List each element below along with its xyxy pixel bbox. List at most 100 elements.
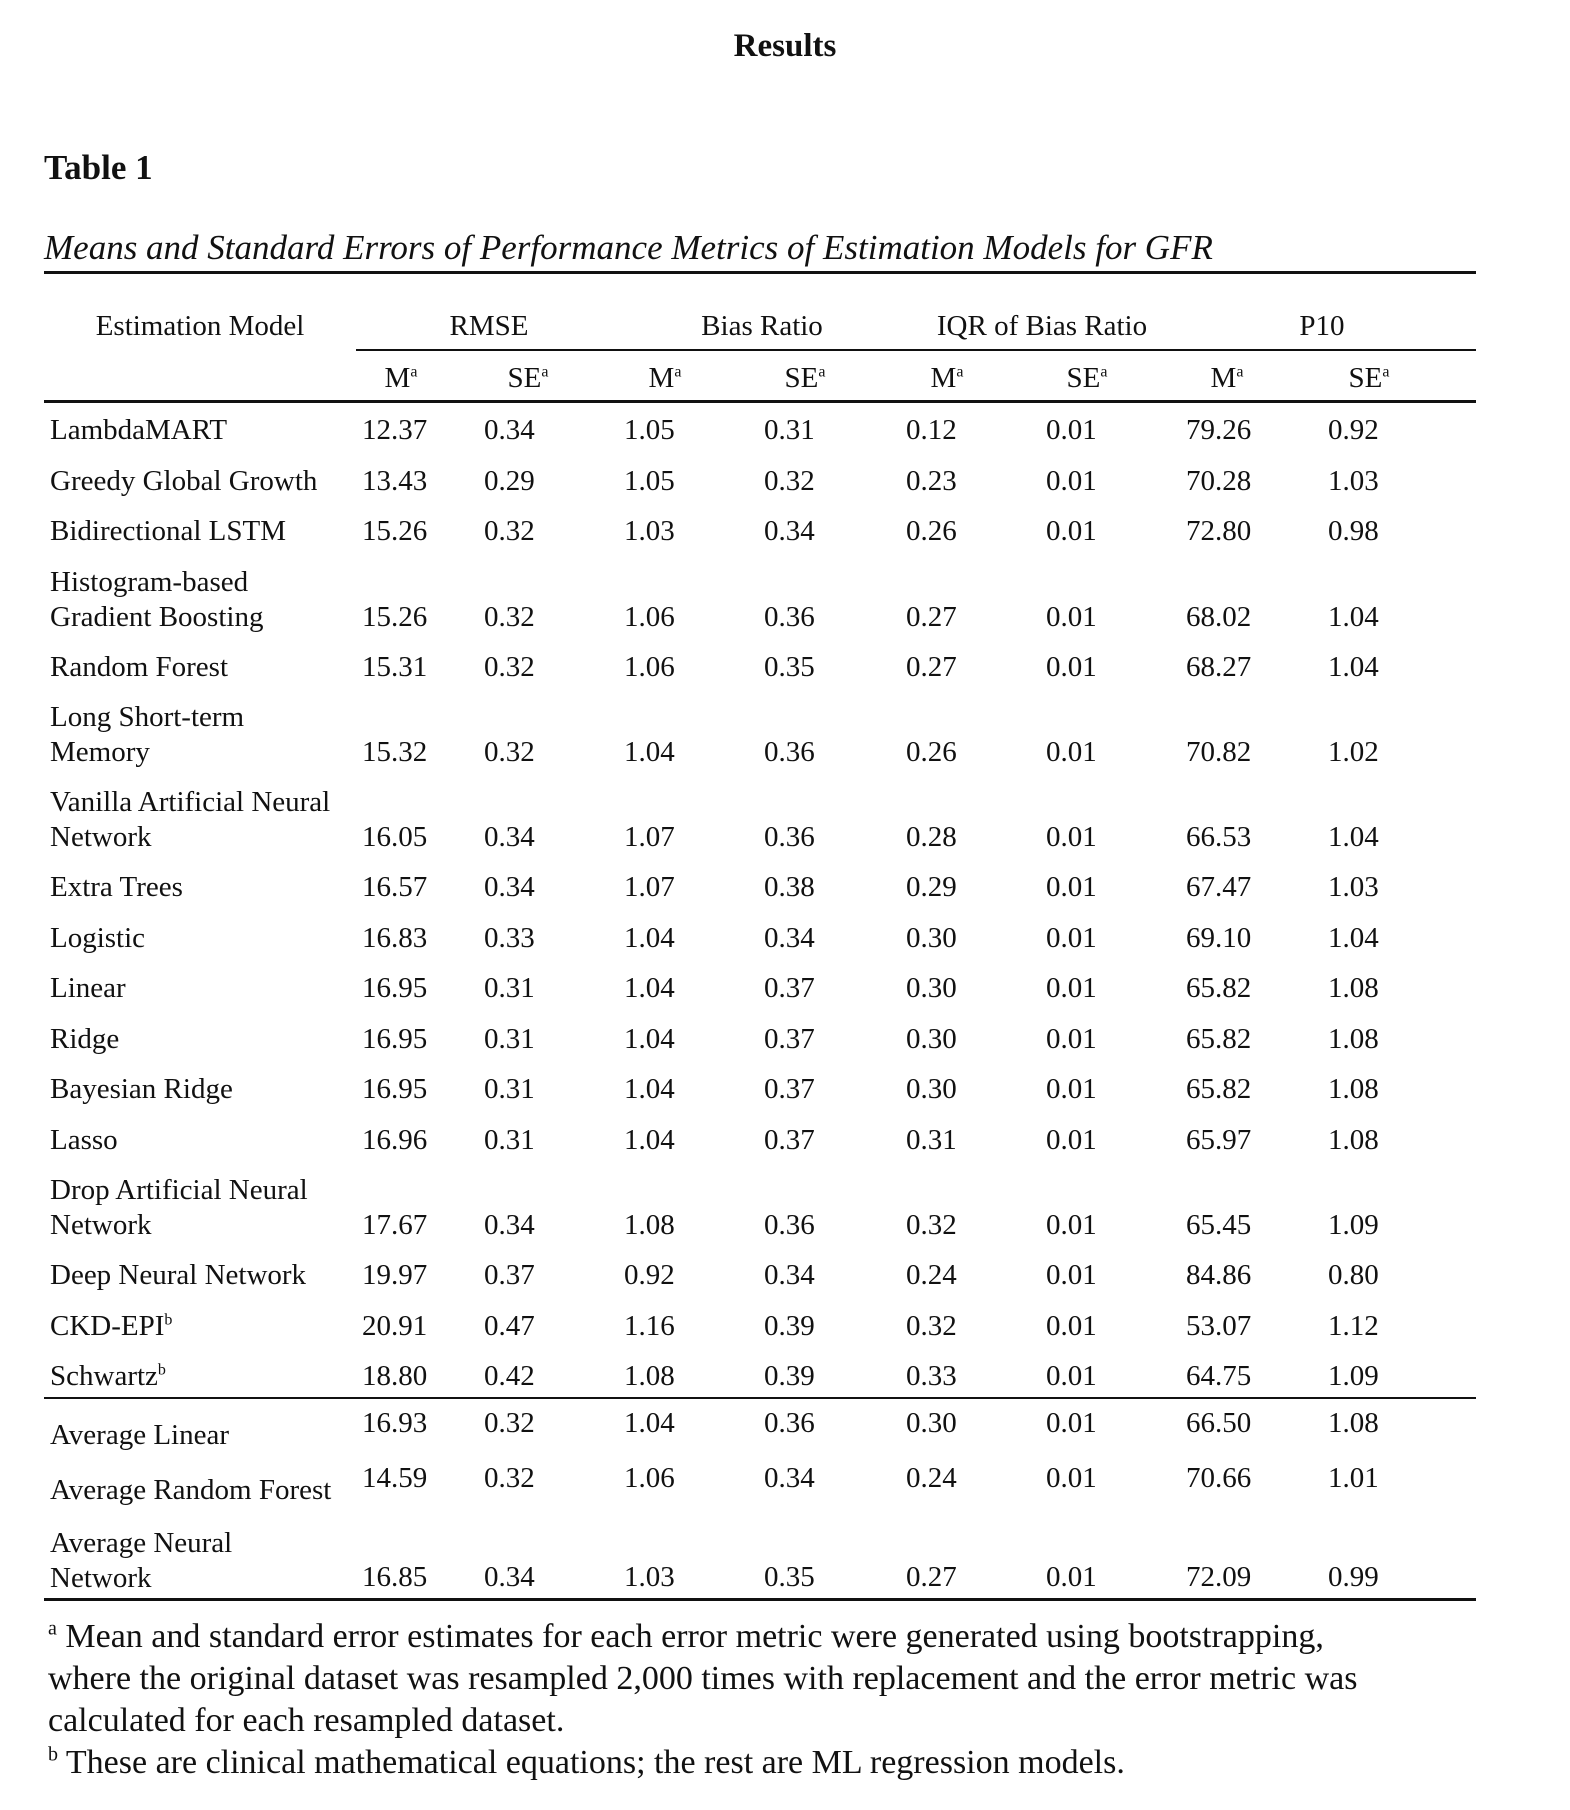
average-section-rule [44, 1397, 1476, 1399]
cell-value: 0.31 [764, 414, 815, 446]
cell-value: 0.01 [1046, 1022, 1097, 1055]
cell-value: 16.05 [362, 821, 428, 853]
model-name-line: LambdaMART [50, 414, 228, 446]
cell-value: 0.33 [906, 1360, 957, 1392]
cell-value: 16.93 [362, 1407, 428, 1439]
subheader-se: SEa [760, 362, 850, 395]
cell-value: 1.04 [624, 972, 675, 1004]
cell-value: 1.03 [624, 515, 675, 547]
cell-value: 0.36 [764, 600, 815, 633]
model-name: Extra Trees [50, 870, 360, 905]
cell-value: 0.01 [1046, 1561, 1097, 1593]
cell-value: 0.31 [484, 1123, 535, 1156]
cell-value: 0.31 [484, 972, 535, 1004]
cell-value: 0.32 [484, 1462, 535, 1494]
cell-value: 0.37 [764, 1022, 815, 1055]
cell-value: 0.01 [1046, 736, 1097, 768]
cell-value: 0.34 [484, 1209, 535, 1241]
cell-value: 0.01 [1046, 972, 1097, 1004]
cell-value: 0.34 [764, 921, 815, 954]
cell-value: 0.30 [906, 1407, 957, 1439]
cell-value: 0.34 [764, 1259, 815, 1291]
cell-value: 0.32 [906, 1209, 957, 1241]
subheader-text: SE [507, 362, 542, 394]
footnote-mark: a [541, 363, 549, 381]
cell-value: 0.47 [484, 1309, 535, 1342]
cell-value: 16.83 [362, 921, 428, 954]
cell-value: 67.47 [1186, 871, 1252, 903]
footnote-mark: b [157, 1361, 166, 1379]
cell-value: 0.38 [764, 871, 815, 903]
cell-value: 1.07 [624, 821, 675, 853]
cell-value: 0.01 [1046, 515, 1097, 547]
model-name: Average Linear [50, 1418, 360, 1453]
subheader-text: M [384, 362, 411, 394]
cell-value: 1.04 [624, 1073, 675, 1105]
subheader-mean: Ma [620, 362, 710, 395]
model-name-line: Average Linear [50, 1419, 229, 1451]
cell-value: 68.02 [1186, 600, 1252, 633]
cell-value: 1.04 [624, 1407, 675, 1439]
model-name-line: Network [50, 821, 152, 853]
cell-value: 0.39 [764, 1309, 815, 1342]
cell-value: 1.06 [624, 650, 675, 683]
model-name-line: Random Forest [50, 650, 229, 683]
model-name: Linear [50, 971, 360, 1006]
subheader-text: M [648, 362, 675, 394]
subheader-mean: Ma [356, 362, 446, 395]
table-note-line: calculated for each resampled dataset. [48, 1702, 565, 1739]
cell-value: 1.05 [624, 464, 675, 497]
header-rmse: RMSE [449, 310, 529, 342]
model-name-line: CKD-EPIb [50, 1309, 173, 1342]
model-name-line: Network [50, 1209, 152, 1241]
cell-value: 0.32 [764, 464, 815, 497]
model-name-line: Network [50, 1562, 152, 1594]
cell-value: 65.82 [1186, 972, 1252, 1004]
table-title: Means and Standard Errors of Performance… [44, 228, 1213, 267]
cell-value: 0.01 [1046, 871, 1097, 903]
cell-value: 0.01 [1046, 600, 1097, 633]
cell-value: 0.01 [1046, 1462, 1097, 1494]
model-name: Long Short-term Memory [50, 700, 360, 770]
cell-value: 65.82 [1186, 1022, 1252, 1055]
cell-value: 0.34 [484, 1561, 535, 1593]
cell-value: 0.30 [906, 921, 957, 954]
cell-value: 16.57 [362, 871, 428, 903]
cell-value: 0.37 [764, 1073, 815, 1105]
table-bottom-rule [44, 1598, 1476, 1601]
cell-value: 68.27 [1186, 650, 1252, 683]
cell-value: 0.36 [764, 1407, 815, 1439]
cell-value: 65.45 [1186, 1209, 1252, 1241]
cell-value: 0.01 [1046, 1209, 1097, 1241]
cell-value: 0.01 [1046, 1073, 1097, 1105]
cell-value: 1.08 [624, 1360, 675, 1392]
cell-value: 0.32 [906, 1309, 957, 1342]
footnote-mark: b [164, 1310, 173, 1328]
model-name: Bayesian Ridge [50, 1072, 360, 1107]
cell-value: 0.36 [764, 821, 815, 853]
cell-value: 72.09 [1186, 1561, 1252, 1593]
model-name-line: Memory [50, 736, 150, 768]
cell-value: 0.32 [484, 650, 535, 683]
model-name-line: Logistic [50, 921, 146, 954]
model-name: Random Forest [50, 650, 360, 685]
cell-value: 0.35 [764, 650, 815, 683]
title-rule [44, 271, 1476, 274]
group-header-rule [356, 349, 1476, 351]
cell-value: 1.04 [1328, 600, 1379, 633]
model-name-line: Bayesian Ridge [50, 1073, 233, 1105]
cell-value: 20.91 [362, 1309, 428, 1342]
cell-value: 0.34 [484, 871, 535, 903]
model-name: Vanilla Artificial Neural Network [50, 785, 360, 855]
model-name: Lasso [50, 1123, 360, 1158]
cell-value: 0.12 [906, 414, 957, 446]
table-note: b These are clinical mathematical equati… [48, 1742, 1488, 1784]
cell-value: 0.01 [1046, 921, 1097, 954]
cell-value: 79.26 [1186, 414, 1252, 446]
cell-value: 0.30 [906, 972, 957, 1004]
model-name: Deep Neural Network [50, 1258, 360, 1293]
model-name-line: Ridge [50, 1022, 120, 1055]
cell-value: 0.01 [1046, 464, 1097, 497]
footnote-mark: a [48, 1617, 57, 1640]
cell-value: 0.34 [484, 821, 535, 853]
